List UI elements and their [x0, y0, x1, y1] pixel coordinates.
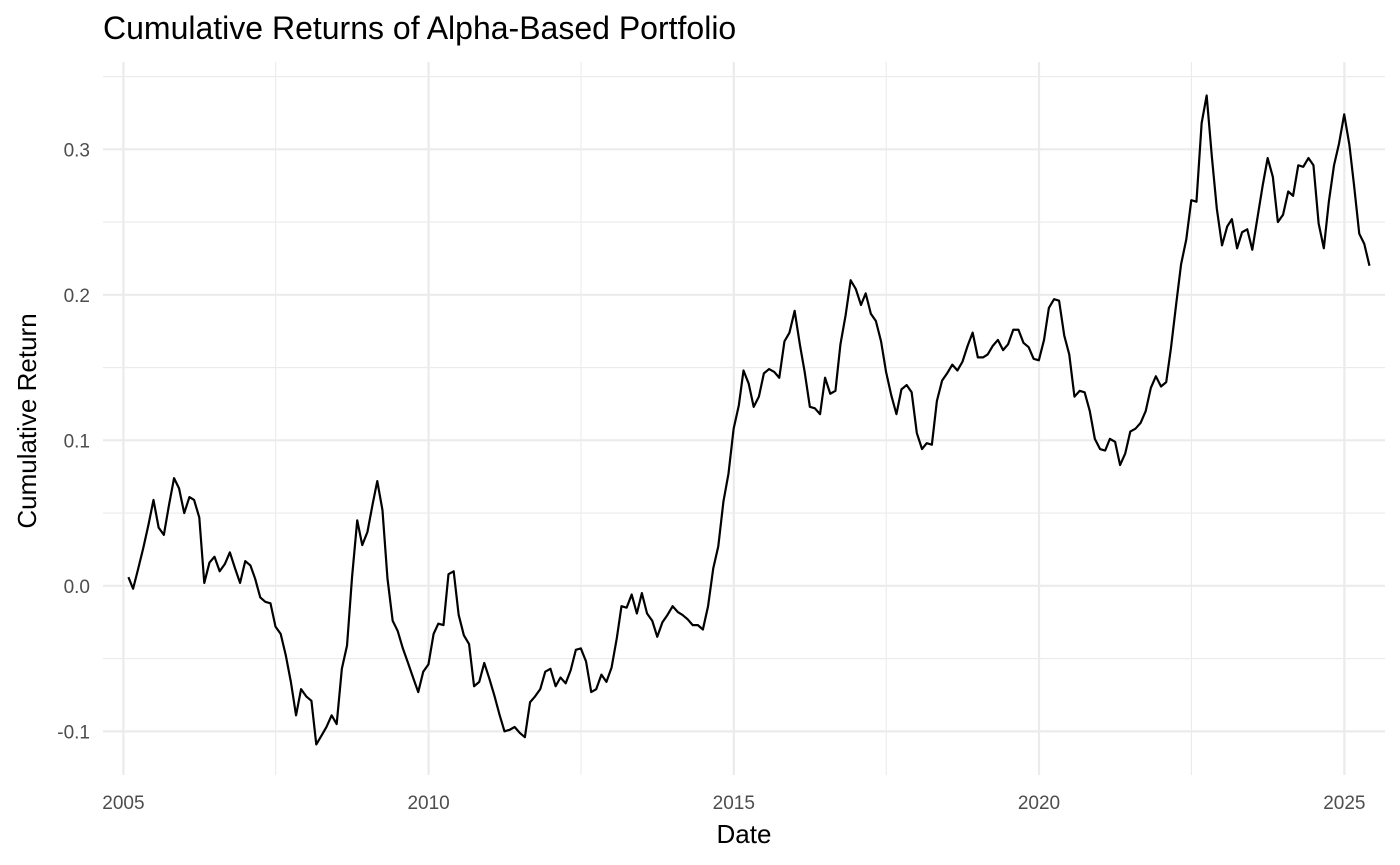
x-tick-label: 2020: [1018, 793, 1060, 814]
y-axis-tick-labels: -0.1 0.0 0.1 0.2 0.3: [57, 140, 90, 743]
cumulative-return-line: [127, 94, 1371, 746]
minor-gridlines: [103, 62, 1385, 775]
x-axis-tick-labels: 2005 2010 2015 2020 2025: [102, 793, 1365, 814]
x-tick-label: 2010: [407, 793, 449, 814]
chart-title: Cumulative Returns of Alpha-Based Portfo…: [103, 10, 736, 46]
x-tick-label: 2005: [102, 793, 144, 814]
y-tick-label: 0.1: [64, 431, 90, 452]
x-axis-title: Date: [717, 819, 772, 849]
y-axis-title: Cumulative Return: [12, 313, 42, 528]
major-gridlines: [103, 62, 1385, 775]
x-tick-label: 2025: [1323, 793, 1365, 814]
y-tick-label: 0.3: [64, 140, 90, 161]
y-tick-label: -0.1: [57, 722, 90, 743]
y-tick-label: 0.2: [64, 286, 90, 307]
x-tick-label: 2015: [713, 793, 755, 814]
y-tick-label: 0.0: [64, 577, 90, 598]
